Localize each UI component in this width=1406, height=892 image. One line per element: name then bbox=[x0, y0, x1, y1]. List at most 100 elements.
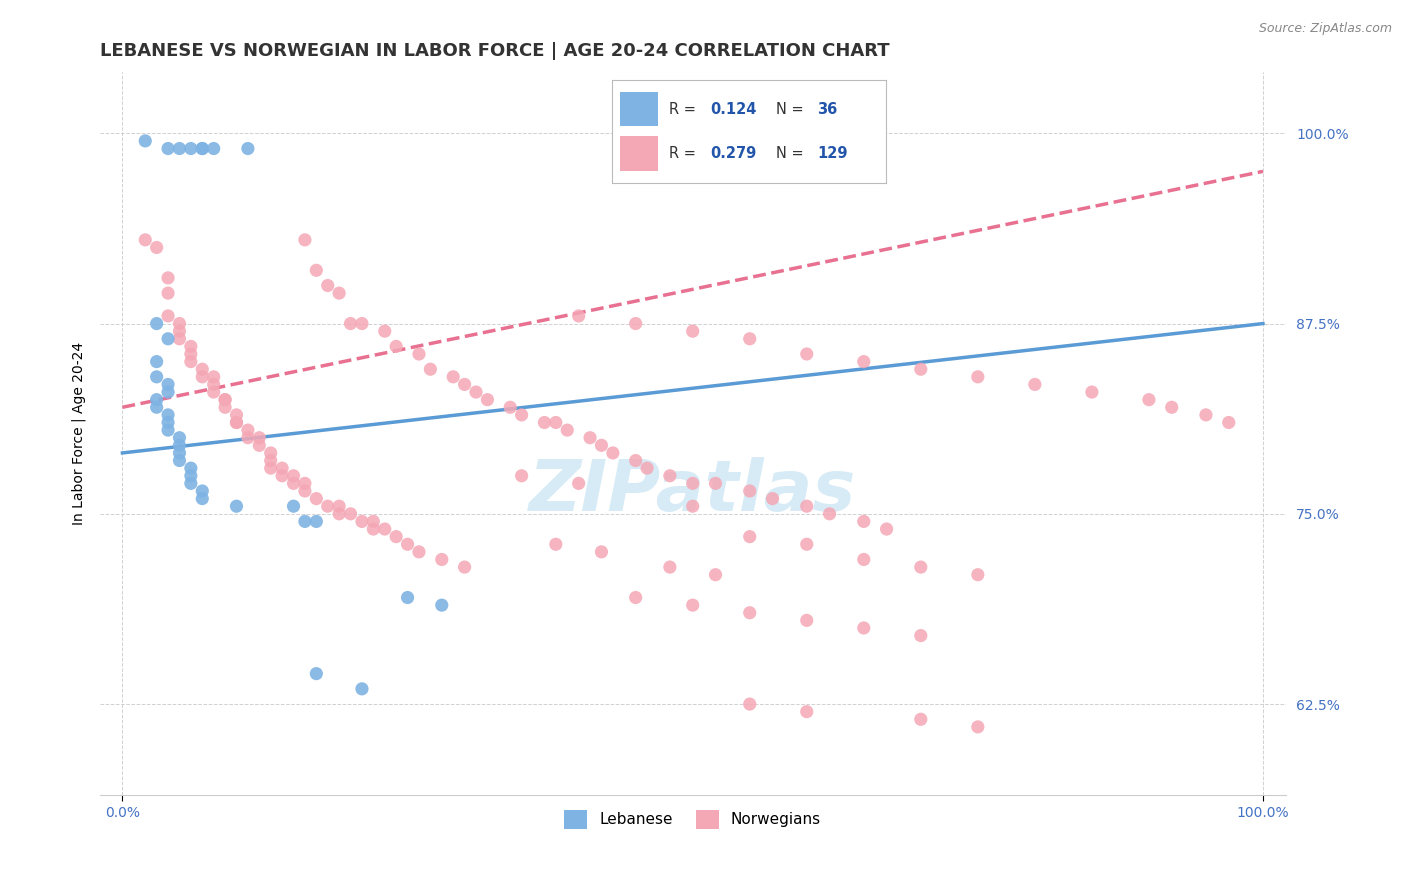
Lebanese bbox=[283, 499, 305, 513]
Norwegians bbox=[134, 233, 156, 247]
Norwegians bbox=[157, 271, 180, 285]
Norwegians bbox=[214, 401, 236, 415]
Norwegians bbox=[579, 431, 602, 445]
Lebanese bbox=[169, 431, 191, 445]
Lebanese bbox=[305, 666, 328, 681]
Norwegians bbox=[260, 453, 283, 467]
Lebanese bbox=[191, 491, 214, 506]
Norwegians bbox=[283, 476, 305, 491]
Norwegians bbox=[544, 416, 567, 430]
Norwegians bbox=[465, 385, 488, 400]
Norwegians bbox=[202, 385, 225, 400]
Text: N =: N = bbox=[776, 145, 808, 161]
Norwegians bbox=[738, 332, 761, 346]
Norwegians bbox=[910, 362, 932, 376]
Norwegians bbox=[510, 408, 533, 422]
Norwegians bbox=[214, 392, 236, 407]
Norwegians bbox=[316, 278, 339, 293]
Bar bbox=[620, 136, 658, 170]
Norwegians bbox=[682, 476, 704, 491]
Lebanese bbox=[157, 377, 180, 392]
Norwegians bbox=[682, 324, 704, 338]
Norwegians bbox=[169, 317, 191, 331]
Norwegians bbox=[738, 606, 761, 620]
Lebanese bbox=[169, 446, 191, 460]
Norwegians bbox=[533, 416, 555, 430]
Lebanese bbox=[236, 142, 259, 156]
Lebanese bbox=[294, 515, 316, 529]
Norwegians bbox=[568, 476, 591, 491]
Norwegians bbox=[430, 552, 453, 566]
Norwegians bbox=[260, 461, 283, 475]
Lebanese bbox=[180, 461, 202, 475]
Norwegians bbox=[966, 369, 988, 384]
Norwegians bbox=[363, 515, 385, 529]
Norwegians bbox=[852, 354, 875, 368]
Lebanese bbox=[169, 453, 191, 467]
Norwegians bbox=[1160, 401, 1182, 415]
Norwegians bbox=[544, 537, 567, 551]
Lebanese bbox=[134, 134, 156, 148]
Lebanese bbox=[145, 354, 167, 368]
Norwegians bbox=[396, 537, 419, 551]
Norwegians bbox=[305, 263, 328, 277]
Norwegians bbox=[283, 468, 305, 483]
Norwegians bbox=[236, 431, 259, 445]
Norwegians bbox=[738, 697, 761, 711]
Norwegians bbox=[191, 362, 214, 376]
Norwegians bbox=[260, 446, 283, 460]
Norwegians bbox=[339, 507, 361, 521]
Lebanese bbox=[157, 142, 180, 156]
Lebanese bbox=[157, 408, 180, 422]
Lebanese bbox=[180, 476, 202, 491]
Norwegians bbox=[624, 591, 647, 605]
Norwegians bbox=[658, 468, 681, 483]
Norwegians bbox=[225, 408, 247, 422]
Norwegians bbox=[191, 369, 214, 384]
Norwegians bbox=[1024, 377, 1046, 392]
Norwegians bbox=[704, 476, 727, 491]
Norwegians bbox=[591, 545, 613, 559]
Norwegians bbox=[738, 530, 761, 544]
Norwegians bbox=[169, 332, 191, 346]
Norwegians bbox=[271, 461, 294, 475]
Norwegians bbox=[374, 324, 396, 338]
Lebanese bbox=[202, 142, 225, 156]
Norwegians bbox=[796, 347, 818, 361]
Norwegians bbox=[568, 309, 591, 323]
Text: N =: N = bbox=[776, 102, 808, 117]
Norwegians bbox=[910, 560, 932, 574]
Y-axis label: In Labor Force | Age 20-24: In Labor Force | Age 20-24 bbox=[72, 343, 86, 525]
Lebanese bbox=[225, 499, 247, 513]
Norwegians bbox=[157, 309, 180, 323]
Lebanese bbox=[396, 591, 419, 605]
Norwegians bbox=[294, 483, 316, 498]
Norwegians bbox=[441, 369, 464, 384]
Lebanese bbox=[157, 332, 180, 346]
Norwegians bbox=[408, 545, 430, 559]
Norwegians bbox=[477, 392, 499, 407]
Norwegians bbox=[499, 401, 522, 415]
Norwegians bbox=[966, 567, 988, 582]
Lebanese bbox=[180, 468, 202, 483]
Norwegians bbox=[1137, 392, 1160, 407]
Bar bbox=[620, 92, 658, 127]
Norwegians bbox=[796, 537, 818, 551]
Norwegians bbox=[202, 369, 225, 384]
Lebanese bbox=[180, 142, 202, 156]
Norwegians bbox=[169, 324, 191, 338]
Norwegians bbox=[682, 499, 704, 513]
Lebanese bbox=[145, 369, 167, 384]
Norwegians bbox=[374, 522, 396, 536]
Norwegians bbox=[761, 491, 783, 506]
Norwegians bbox=[852, 515, 875, 529]
Lebanese bbox=[191, 142, 214, 156]
Legend: Lebanese, Norwegians: Lebanese, Norwegians bbox=[558, 804, 827, 835]
Norwegians bbox=[624, 317, 647, 331]
Norwegians bbox=[796, 499, 818, 513]
Text: LEBANESE VS NORWEGIAN IN LABOR FORCE | AGE 20-24 CORRELATION CHART: LEBANESE VS NORWEGIAN IN LABOR FORCE | A… bbox=[100, 42, 889, 60]
Norwegians bbox=[453, 377, 475, 392]
Text: 0.279: 0.279 bbox=[710, 145, 756, 161]
Norwegians bbox=[738, 483, 761, 498]
Text: ZIPatlas: ZIPatlas bbox=[529, 458, 856, 526]
